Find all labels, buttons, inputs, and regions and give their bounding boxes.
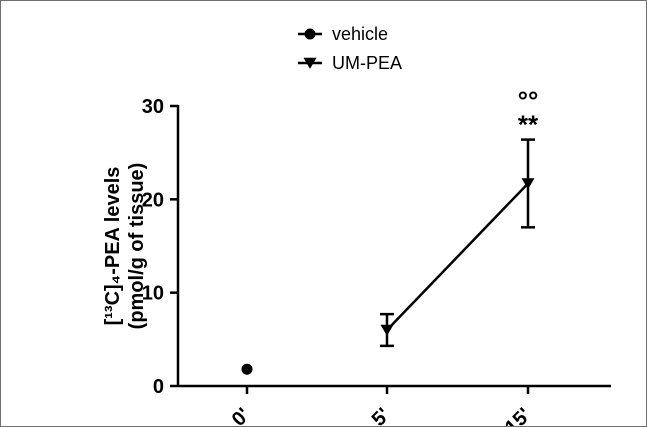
legend: vehicle UM-PEA (298, 24, 402, 73)
y-tick-label: 20 (142, 189, 164, 211)
legend-label-vehicle: vehicle (332, 24, 388, 44)
y-tick-label: 30 (142, 96, 164, 118)
significance-degrees: °° (518, 86, 539, 116)
axes (176, 105, 611, 388)
x-tick-label: 5' (368, 404, 395, 426)
y-axis-label: [¹³C]₄-PEA levels (pmol/g of tissue) (102, 163, 148, 330)
y-tick-label: 10 (142, 283, 164, 305)
series-line-UM-PEA (386, 182, 529, 331)
data-point-UM-PEA (380, 324, 394, 336)
series (241, 138, 535, 375)
x-tick-label: 15' (501, 404, 536, 426)
legend-marker-vehicle (304, 28, 316, 40)
y-axis-label-line2: (pmol/g of tissue) (126, 163, 148, 330)
data-point-UM-PEA (521, 178, 535, 190)
y-ticks: 0 10 20 30 (142, 96, 178, 398)
x-ticks: 0' 5' 15' (228, 386, 536, 426)
legend-marker-UM-PEA (303, 57, 317, 69)
data-point-vehicle (241, 363, 253, 375)
y-tick-label: 0 (153, 376, 164, 398)
y-axis-label-line1: [¹³C]₄-PEA levels (102, 167, 124, 326)
significance-stars: ** (518, 110, 539, 140)
legend-label-UM-PEA: UM-PEA (332, 53, 402, 73)
x-tick-label: 0' (228, 404, 255, 426)
annotations: **°° (518, 86, 539, 140)
